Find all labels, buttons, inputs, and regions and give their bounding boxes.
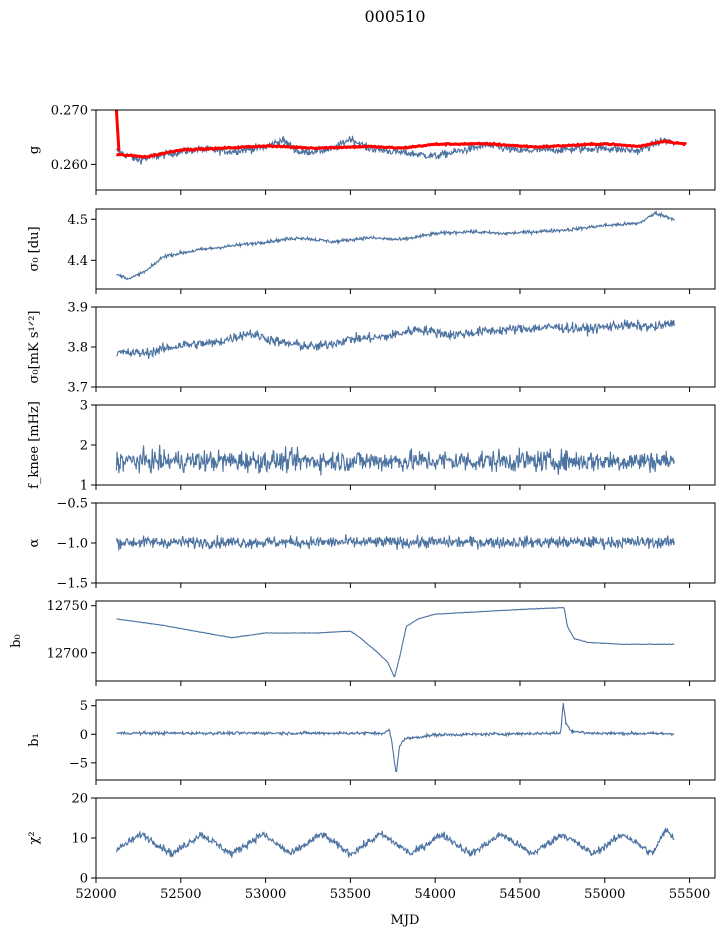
y-axis-label-b1: b₁ <box>27 733 42 747</box>
y-tick-label-sigma0-mk-1: 3.8 <box>67 341 88 356</box>
y-axis-label-sigma0-mk: σ₀[mK s¹ᐟ²] <box>27 311 42 384</box>
y-tick-label-sigma0-du-0: 4.4 <box>67 254 88 269</box>
y-tick-label-alpha-2: −0.5 <box>56 497 88 512</box>
y-axis-label-alpha: α <box>27 538 42 547</box>
panels-group: 0.260 0.270 g 4.4 4.5 σ₀ [du] 3.7 3.8 3.9 σ₀[mK s… <box>9 104 716 902</box>
y-tick-label-alpha-0: −1.5 <box>56 577 88 592</box>
y-axis-label-sigma0-du: σ₀ [du] <box>27 226 42 271</box>
y-tick-label-sigma0-du-1: 4.5 <box>67 213 88 228</box>
series-line-sigma0-du <box>116 210 675 281</box>
panel-g: 0.260 0.270 g <box>27 104 716 195</box>
series-line-chi2 <box>115 827 675 859</box>
fit-line-g <box>116 139 687 159</box>
x-tick-label-0: 52000 <box>75 887 116 902</box>
x-tick-label-5: 54500 <box>499 887 540 902</box>
x-axis-label: MJD <box>391 913 420 928</box>
x-tick-label-4: 54000 <box>414 887 455 902</box>
y-tick-label-fknee-2: 3 <box>80 399 88 414</box>
y-axis-label-fknee: f_knee [mHz] <box>27 401 42 489</box>
panel-chi2: 0 10 20 52000 52500 53000 53500 54000 54500 55000… <box>27 792 716 902</box>
panel-b1: −5 0 5 b₁ <box>27 699 716 785</box>
y-tick-label-alpha-1: −1.0 <box>56 537 88 552</box>
series-line-alpha <box>115 534 675 551</box>
y-tick-label-chi2-0: 0 <box>80 872 88 887</box>
x-tick-label-3: 53500 <box>330 887 371 902</box>
y-tick-label-chi2-2: 20 <box>71 792 88 807</box>
panel-frame-sigma0-du <box>95 208 716 290</box>
y-tick-label-b1-2: 5 <box>80 699 88 714</box>
y-tick-label-sigma0-mk-0: 3.7 <box>67 381 88 396</box>
y-tick-label-b0-0: 12700 <box>47 646 88 661</box>
fit-spike-g <box>114 110 121 151</box>
y-tick-label-b1-1: 0 <box>80 728 88 743</box>
y-axis-label-b0: b₀ <box>9 634 24 648</box>
y-tick-label-sigma0-mk-2: 3.9 <box>67 301 88 316</box>
x-tick-label-2: 53000 <box>245 887 286 902</box>
x-tick-label-7: 55500 <box>669 887 710 902</box>
y-tick-label-fknee-1: 2 <box>80 439 88 454</box>
y-axis-label-chi2: χ² <box>27 831 42 844</box>
panel-fknee: 1 2 3 f_knee [mHz] <box>27 399 716 494</box>
y-tick-label-b1-0: −5 <box>69 756 88 771</box>
series-line-b1 <box>116 702 675 772</box>
x-tick-label-6: 55000 <box>584 887 625 902</box>
y-tick-label-g-0: 0.260 <box>51 158 88 173</box>
figure-title: 000510 <box>364 7 425 26</box>
panel-alpha: −1.5 −1.0 −0.5 α <box>27 497 716 592</box>
y-tick-label-b0-1: 12750 <box>47 599 88 614</box>
y-axis-label-g: g <box>27 146 42 154</box>
panel-frame-b0 <box>95 600 716 682</box>
y-tick-label-chi2-1: 10 <box>71 832 88 847</box>
panel-sigma0-mk: 3.7 3.8 3.9 σ₀[mK s¹ᐟ²] <box>27 301 716 396</box>
panel-sigma0-du: 4.4 4.5 σ₀ [du] <box>27 208 716 294</box>
x-tick-label-1: 52500 <box>160 887 201 902</box>
panel-b0: 12700 12750 b₀ <box>9 599 716 686</box>
panel-frame-b1 <box>95 699 716 781</box>
panel-frame-g <box>95 109 716 191</box>
series-line-b0 <box>116 606 675 678</box>
series-line-sigma0-mk <box>116 319 675 359</box>
y-tick-label-g-1: 0.270 <box>51 104 88 119</box>
series-line-fknee <box>115 444 675 476</box>
y-tick-label-fknee-0: 1 <box>80 479 88 494</box>
